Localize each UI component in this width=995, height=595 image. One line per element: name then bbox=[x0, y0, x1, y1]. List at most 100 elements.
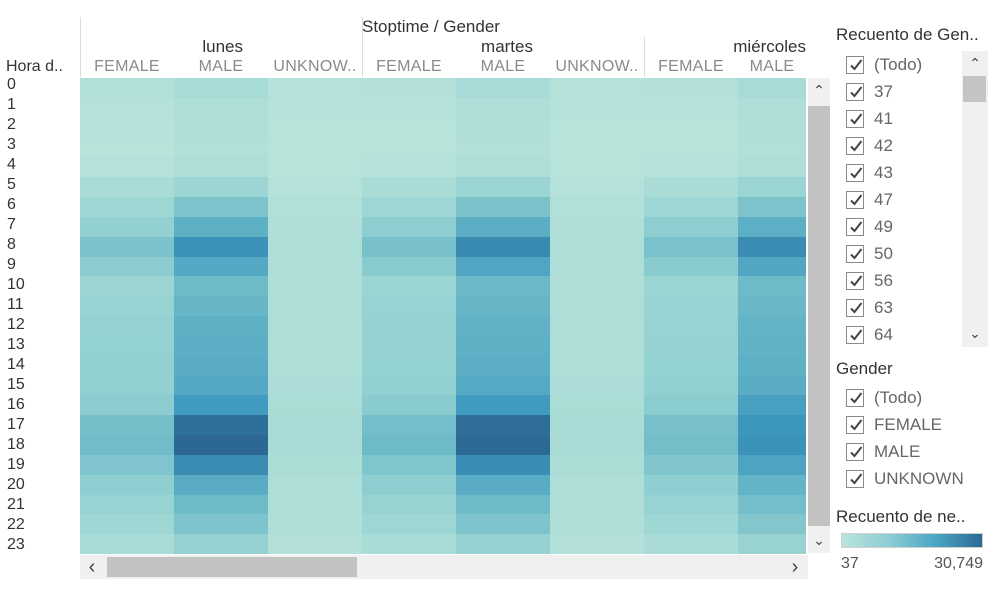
heatmap-cell[interactable] bbox=[456, 415, 550, 436]
heatmap-cell[interactable] bbox=[738, 335, 806, 357]
heatmap-cell[interactable] bbox=[80, 514, 174, 535]
heatmap-cell[interactable] bbox=[550, 435, 644, 456]
heatmap-cell[interactable] bbox=[738, 117, 806, 138]
heatmap-cell[interactable] bbox=[362, 296, 456, 317]
heatmap-cell[interactable] bbox=[738, 236, 806, 257]
checkbox-checked-icon[interactable] bbox=[846, 415, 864, 434]
filter-recuento-gen-item[interactable]: 41 bbox=[837, 105, 961, 132]
heatmap-cell[interactable] bbox=[80, 117, 174, 138]
heatmap-cell[interactable] bbox=[80, 197, 174, 218]
heatmap-cell[interactable] bbox=[362, 97, 456, 119]
heatmap-cell[interactable] bbox=[456, 197, 550, 218]
heatmap-cell[interactable] bbox=[738, 256, 806, 277]
heatmap-cell[interactable] bbox=[644, 474, 738, 495]
heatmap-cell[interactable] bbox=[174, 296, 268, 317]
heatmap-cell[interactable] bbox=[174, 534, 268, 554]
checkbox-checked-icon[interactable] bbox=[846, 190, 864, 209]
heatmap-cell[interactable] bbox=[268, 534, 362, 554]
heatmap-cell[interactable] bbox=[456, 137, 550, 158]
heatmap-cell[interactable] bbox=[550, 256, 644, 277]
heatmap-cell[interactable] bbox=[80, 454, 174, 476]
heatmap-cell[interactable] bbox=[456, 395, 550, 416]
heatmap-cell[interactable] bbox=[268, 97, 362, 119]
heatmap-cell[interactable] bbox=[268, 157, 362, 178]
heatmap-cell[interactable] bbox=[80, 494, 174, 515]
heatmap-cell[interactable] bbox=[738, 435, 806, 456]
scroll-down-icon[interactable]: ⌄ bbox=[813, 532, 825, 548]
heatmap-cell[interactable] bbox=[174, 395, 268, 416]
heatmap-cell[interactable] bbox=[738, 494, 806, 515]
heatmap-cell[interactable] bbox=[174, 137, 268, 158]
heatmap-cell[interactable] bbox=[738, 296, 806, 317]
heatmap-cell[interactable] bbox=[80, 316, 174, 337]
heatmap-cell[interactable] bbox=[550, 177, 644, 198]
heatmap-cell[interactable] bbox=[80, 375, 174, 396]
heatmap-cell[interactable] bbox=[738, 355, 806, 376]
heatmap-cell[interactable] bbox=[362, 197, 456, 218]
heatmap-cell[interactable] bbox=[550, 355, 644, 376]
heatmap-cell[interactable] bbox=[268, 375, 362, 396]
heatmap-cell[interactable] bbox=[80, 276, 174, 297]
heatmap-cell[interactable] bbox=[738, 395, 806, 416]
filter-gender-item[interactable]: MALE bbox=[837, 438, 987, 465]
filter-recuento-gen-item[interactable]: 50 bbox=[837, 240, 961, 267]
heatmap-cell[interactable] bbox=[644, 216, 738, 238]
heatmap-cell[interactable] bbox=[80, 78, 174, 99]
heatmap-cell[interactable] bbox=[174, 514, 268, 535]
heatmap-cell[interactable] bbox=[550, 78, 644, 99]
heatmap-cell[interactable] bbox=[174, 276, 268, 297]
heatmap-cell[interactable] bbox=[738, 137, 806, 158]
heatmap-cell[interactable] bbox=[80, 355, 174, 376]
heatmap-cell[interactable] bbox=[644, 296, 738, 317]
heatmap-cell[interactable] bbox=[268, 216, 362, 238]
heatmap-cell[interactable] bbox=[80, 296, 174, 317]
heatmap-cell[interactable] bbox=[362, 494, 456, 515]
checkbox-checked-icon[interactable] bbox=[846, 163, 864, 182]
heatmap-cell[interactable] bbox=[174, 335, 268, 357]
heatmap-cell[interactable] bbox=[644, 157, 738, 178]
heatmap-cell[interactable] bbox=[550, 276, 644, 297]
heatmap-cell[interactable] bbox=[456, 355, 550, 376]
heatmap-cell[interactable] bbox=[268, 296, 362, 317]
heatmap-cell[interactable] bbox=[456, 534, 550, 554]
heatmap-cell[interactable] bbox=[268, 454, 362, 476]
filter-recuento-gen-item[interactable]: (Todo) bbox=[837, 51, 961, 78]
heatmap-cell[interactable] bbox=[174, 177, 268, 198]
filter-scrollbar-thumb[interactable] bbox=[963, 76, 986, 102]
heatmap-cell[interactable] bbox=[80, 335, 174, 357]
heatmap-cell[interactable] bbox=[738, 157, 806, 178]
heatmap-cell[interactable] bbox=[456, 117, 550, 138]
heatmap-cell[interactable] bbox=[362, 236, 456, 257]
heatmap-cell[interactable] bbox=[550, 395, 644, 416]
heatmap-cell[interactable] bbox=[738, 316, 806, 337]
filter-recuento-gen-item[interactable]: 63 bbox=[837, 294, 961, 321]
heatmap-cell[interactable] bbox=[174, 117, 268, 138]
heatmap-cell[interactable] bbox=[456, 474, 550, 495]
heatmap-cell[interactable] bbox=[644, 335, 738, 357]
heatmap-cell[interactable] bbox=[550, 216, 644, 238]
heatmap-cell[interactable] bbox=[644, 395, 738, 416]
heatmap-cell[interactable] bbox=[268, 316, 362, 337]
filter-recuento-gen-item[interactable]: 42 bbox=[837, 132, 961, 159]
heatmap-cell[interactable] bbox=[362, 137, 456, 158]
heatmap-cell[interactable] bbox=[174, 375, 268, 396]
heatmap-cell[interactable] bbox=[456, 494, 550, 515]
heatmap-cell[interactable] bbox=[550, 534, 644, 554]
heatmap-cell[interactable] bbox=[80, 474, 174, 495]
heatmap-cell[interactable] bbox=[362, 316, 456, 337]
heatmap-cell[interactable] bbox=[644, 514, 738, 535]
heatmap-cell[interactable] bbox=[456, 316, 550, 337]
heatmap-cell[interactable] bbox=[550, 494, 644, 515]
heatmap-cell[interactable] bbox=[80, 97, 174, 119]
heatmap-cell[interactable] bbox=[174, 355, 268, 376]
filter-scroll-down-icon[interactable]: ⌄ bbox=[969, 325, 981, 341]
heatmap-cell[interactable] bbox=[456, 97, 550, 119]
checkbox-checked-icon[interactable] bbox=[846, 244, 864, 263]
heatmap-cell[interactable] bbox=[174, 97, 268, 119]
heatmap-cell[interactable] bbox=[268, 395, 362, 416]
checkbox-checked-icon[interactable] bbox=[846, 325, 864, 344]
heatmap-cell[interactable] bbox=[362, 335, 456, 357]
heatmap-cell[interactable] bbox=[644, 435, 738, 456]
heatmap-cell[interactable] bbox=[644, 494, 738, 515]
heatmap-cell[interactable] bbox=[174, 78, 268, 99]
